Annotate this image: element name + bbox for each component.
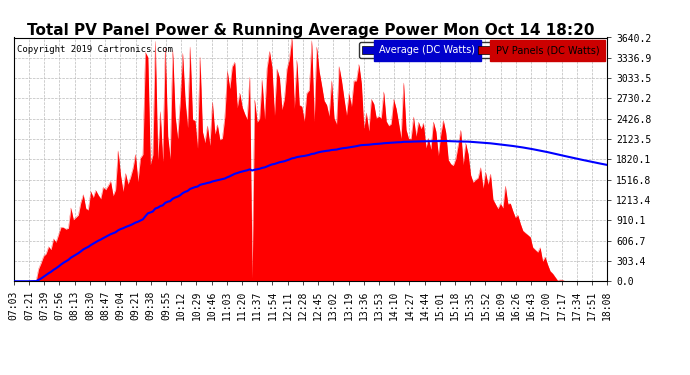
Title: Total PV Panel Power & Running Average Power Mon Oct 14 18:20: Total PV Panel Power & Running Average P… bbox=[27, 22, 594, 38]
Text: Copyright 2019 Cartronics.com: Copyright 2019 Cartronics.com bbox=[17, 45, 172, 54]
Legend: Average (DC Watts), PV Panels (DC Watts): Average (DC Watts), PV Panels (DC Watts) bbox=[359, 42, 602, 58]
